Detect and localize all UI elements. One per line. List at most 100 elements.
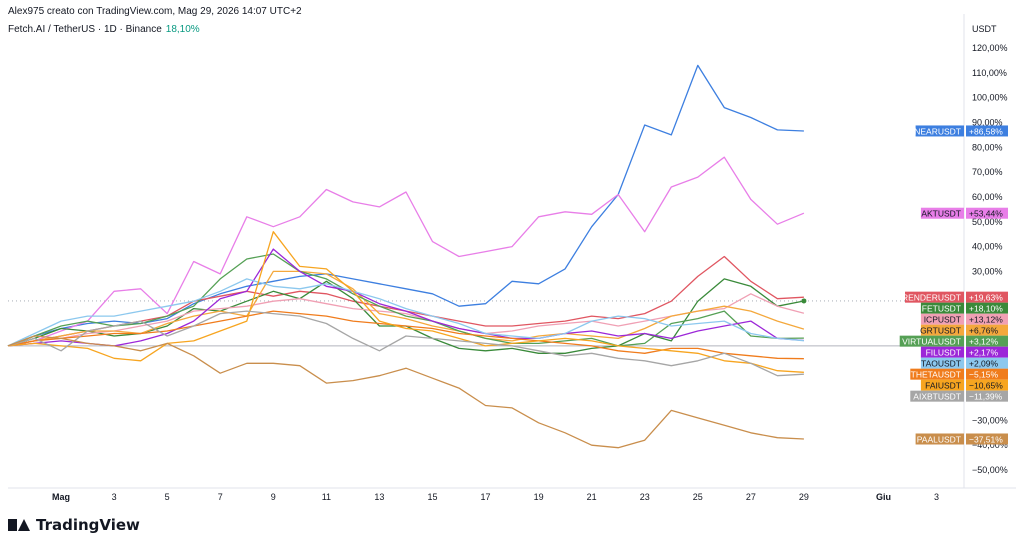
series-value-tag [966,125,1008,137]
y-tick-label: 110,00% [972,68,1007,78]
y-tick-label: 30,00% [972,266,1003,276]
series-line-faiusdt [7,231,804,373]
series-line-taousdt [7,278,804,347]
x-tick-label: 3 [112,492,117,502]
series-line-aixbtusdt [7,310,804,377]
series-name-label: TAOUSDT [921,359,961,369]
y-tick-label: 70,00% [972,167,1003,177]
series-line-aktusdt [7,156,805,347]
series-value-tag [966,379,1008,391]
y-tick-label: 40,00% [972,242,1003,252]
series-name-label: ICPUSDT [924,315,961,325]
y-tick-label: 120,00% [972,43,1008,53]
series-value-label: −5,15% [969,370,999,380]
series-line-thetausdt [7,310,804,360]
series-value-label: +19,63% [969,293,1003,303]
series-value-tag [966,346,1008,358]
x-tick-label: 27 [746,492,756,502]
y-tick-label: −30,00% [972,415,1008,425]
series-value-tag [966,313,1008,325]
series-name-label: THETAUSDT [911,370,961,380]
tradingview-logo[interactable]: TradingView [8,516,140,534]
y-tick-label: 50,00% [972,217,1003,227]
series-name-tag [910,368,964,380]
x-tick-label: 11 [322,492,331,502]
symbol-title: Fetch.AI / TetherUS · 1D · Binance [8,24,162,35]
tradingview-logo-text: TradingView [36,516,140,534]
series-end-dot [801,298,807,304]
axis-layer: USDT 120,00% 110,00% 100,00% 90,00% 80,00% 70,… [8,14,1016,502]
x-tick-label: 5 [165,492,170,502]
x-tick-label: 15 [427,492,437,502]
series-name-tag [915,125,964,137]
series-value-label: +3,12% [969,337,999,347]
x-tick-label: Giu [876,492,891,502]
series-name-label: FAIUSDT [925,381,961,391]
series-name-tag [920,357,964,369]
x-tick-label: 17 [481,492,491,502]
y-axis-title: USDT [972,24,997,34]
y-tick-label: 90,00% [972,117,1003,127]
series-name-label: RENDERUSDT [902,293,961,303]
series-value-label: +86,58% [969,126,1003,136]
series-value-label: +2,09% [969,359,999,369]
series-layer [7,64,807,449]
x-tick-label: 13 [374,492,384,502]
x-tick-label: Mag [52,492,70,502]
series-name-tag [910,390,964,402]
series-name-tag [905,291,964,303]
series-value-tag [966,291,1008,303]
series-name-tag [920,324,964,336]
x-tick-label: 9 [271,492,276,502]
series-name-label: AIXBTUSDT [913,392,961,402]
series-name-tag [920,302,964,314]
series-value-label: +6,76% [969,326,999,336]
series-value-label: +2,17% [969,348,999,358]
series-line-virtualusdt [7,253,804,347]
series-value-tag [966,357,1008,369]
series-value-label: −37,51% [969,434,1003,444]
series-name-tag [920,313,964,325]
series-line-filusdt [7,248,804,347]
series-value-tag [966,302,1008,314]
label-layer: NEARUSDT +86,58% AKTUSDT +53,44% RENDERUSDT +… [899,125,1008,445]
series-value-label: −11,39% [969,392,1003,402]
series-value-tag [966,207,1008,219]
y-tick-label: −40,00% [972,440,1008,450]
series-value-label: +13,12% [969,315,1003,325]
series-name-tag [920,379,964,391]
series-value-tag [966,433,1008,445]
series-name-tag [899,335,964,347]
symbol-info[interactable]: Fetch.AI / TetherUS · 1D · Binance 18,10% [8,24,200,35]
series-value-label: +53,44% [969,209,1003,219]
x-tick-label: 7 [218,492,223,502]
y-tick-label: 60,00% [972,192,1003,202]
tradingview-logo-icon [8,519,30,531]
x-tick-label: 25 [693,492,703,502]
series-line-nearusdt [7,64,804,347]
symbol-change: 18,10% [165,24,200,35]
series-value-tag [966,335,1008,347]
x-tick-label: 29 [799,492,809,502]
y-tick-label: −50,00% [972,465,1008,475]
x-tick-label: 3 [934,492,939,502]
series-name-label: NEARUSDT [914,126,961,136]
series-name-tag [920,346,964,358]
series-value-label: +18,10% [969,304,1003,314]
series-name-label: PAALUSDT [917,434,961,444]
series-value-tag [966,390,1008,402]
series-value-tag [966,368,1008,380]
series-line-icpusdt [7,293,805,347]
series-name-tag [915,433,964,445]
series-name-label: VIRTUALUSDT [902,337,961,347]
y-tick-label: 80,00% [972,142,1003,152]
series-name-label: FILUSDT [926,348,961,358]
x-tick-label: 21 [587,492,597,502]
series-name-label: GRTUSDT [920,326,961,336]
x-tick-label: 23 [640,492,650,502]
series-value-label: −10,65% [969,381,1003,391]
series-line-paalusdt [7,335,804,449]
series-name-label: AKTUSDT [921,209,961,219]
x-tick-label: 19 [534,492,544,502]
